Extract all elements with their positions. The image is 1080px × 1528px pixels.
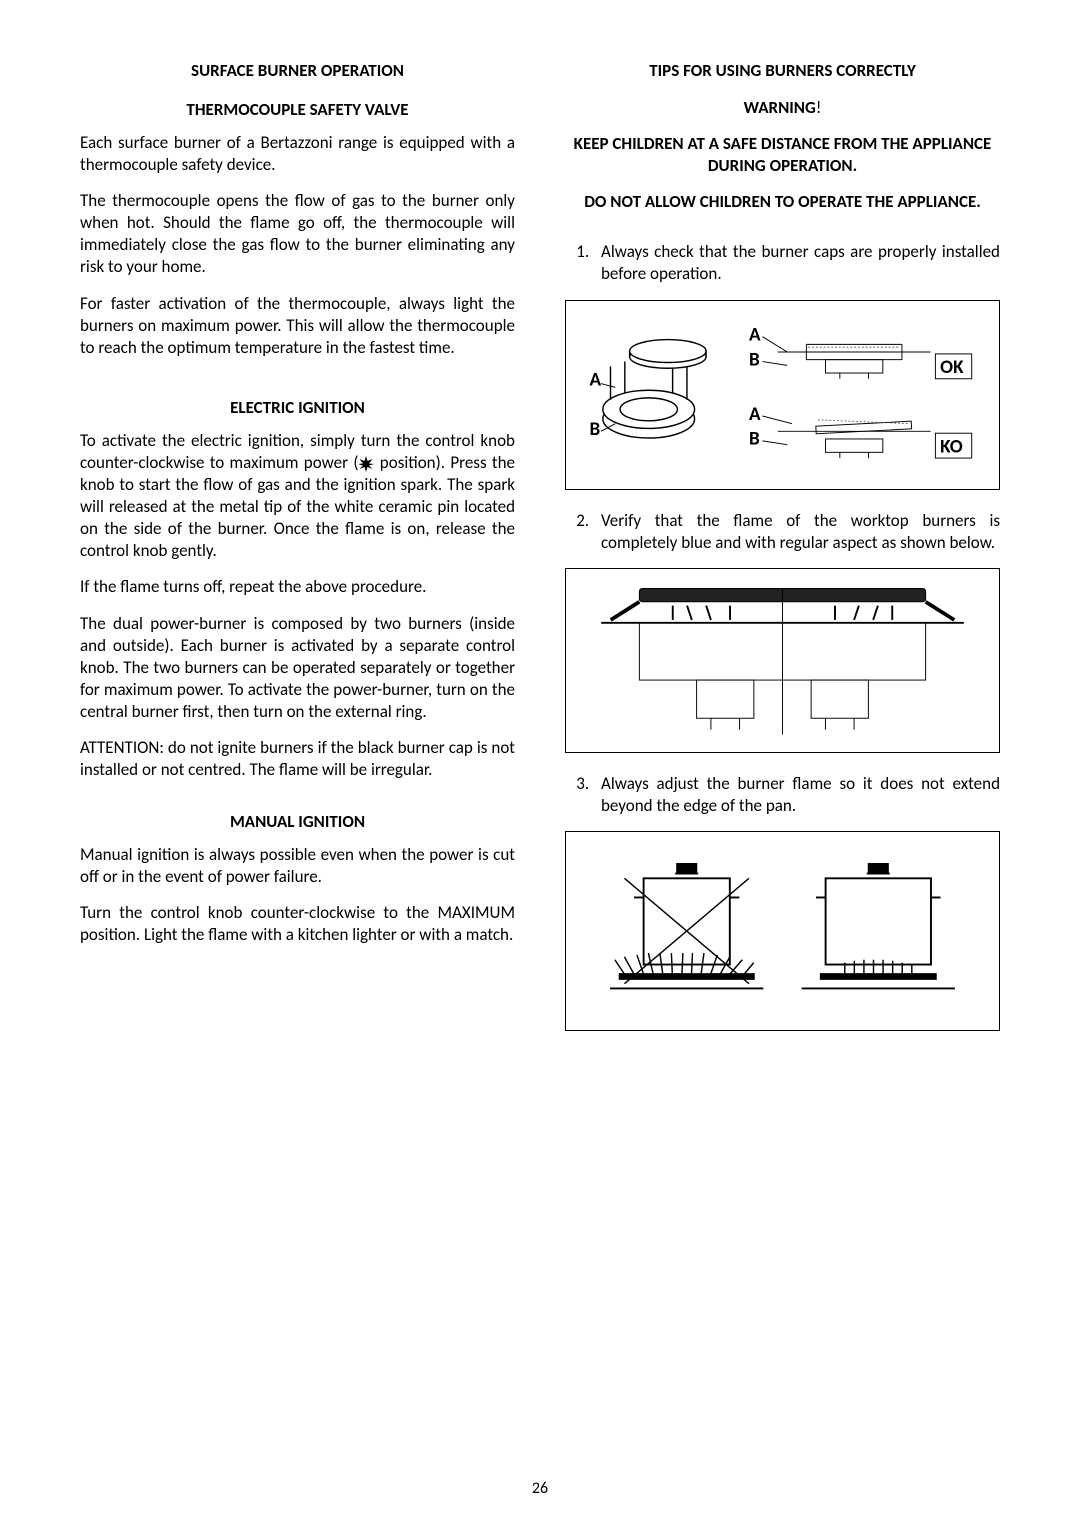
electric-p1: To activate the electric ignition, simpl…	[80, 430, 515, 563]
fig1-ok-label: OK	[940, 356, 964, 379]
tip-list-2: Verify that the flame of the worktop bur…	[565, 510, 1000, 554]
thermocouple-title: THERMOCOUPLE SAFETY VALVE	[80, 99, 515, 120]
fig1-label-b3: B	[749, 427, 760, 450]
warning-label: WARNING!	[565, 97, 1000, 119]
warning-text: WARNING	[744, 97, 816, 118]
fig1-label-a2: A	[749, 323, 761, 346]
manual-ignition-title: MANUAL IGNITION	[80, 811, 515, 832]
fig1-label-b1: B	[589, 418, 600, 441]
tip-list-3: Always adjust the burner flame so it doe…	[565, 773, 1000, 817]
thermo-p1: Each surface burner of a Bertazzoni rang…	[80, 132, 515, 176]
figure-pan-flame	[565, 831, 1000, 1031]
tip-item-2: Verify that the flame of the worktop bur…	[593, 510, 1000, 554]
thermo-p3: For faster activation of the thermocoupl…	[80, 293, 515, 359]
figure-flame	[565, 568, 1000, 753]
tip-item-1: Always check that the burner caps are pr…	[593, 241, 1000, 285]
right-main-title: TIPS FOR USING BURNERS CORRECTLY	[565, 60, 1000, 81]
warning-do-not-allow: DO NOT ALLOW CHILDREN TO OPERATE THE APP…	[565, 191, 1000, 213]
warning-excl: !	[816, 97, 822, 118]
left-column: SURFACE BURNER OPERATION THERMOCOUPLE SA…	[80, 60, 515, 1051]
spark-icon	[358, 456, 374, 472]
right-column: TIPS FOR USING BURNERS CORRECTLY WARNING…	[565, 60, 1000, 1051]
thermo-p2: The thermocouple opens the flow of gas t…	[80, 190, 515, 278]
page-number: 26	[80, 1479, 1000, 1498]
fig1-label-a1: A	[589, 368, 601, 391]
electric-p3: The dual power-burner is composed by two…	[80, 613, 515, 723]
electric-p2: If the flame turns off, repeat the above…	[80, 576, 515, 598]
fig1-label-b2: B	[749, 348, 760, 371]
tip-list-1: Always check that the burner caps are pr…	[565, 241, 1000, 285]
figure-burner-caps: A B A B	[565, 300, 1000, 490]
warning-keep-children: KEEP CHILDREN AT A SAFE DISTANCE FROM TH…	[565, 133, 1000, 177]
electric-ignition-title: ELECTRIC IGNITION	[80, 397, 515, 418]
manual-p2: Turn the control knob counter-clockwise …	[80, 902, 515, 946]
left-main-title: SURFACE BURNER OPERATION	[80, 60, 515, 81]
electric-p4: ATTENTION: do not ignite burners if the …	[80, 737, 515, 781]
manual-p1: Manual ignition is always possible even …	[80, 844, 515, 888]
fig1-ko-label: KO	[940, 435, 963, 458]
tip-item-3: Always adjust the burner flame so it doe…	[593, 773, 1000, 817]
fig1-label-a3: A	[749, 402, 761, 425]
